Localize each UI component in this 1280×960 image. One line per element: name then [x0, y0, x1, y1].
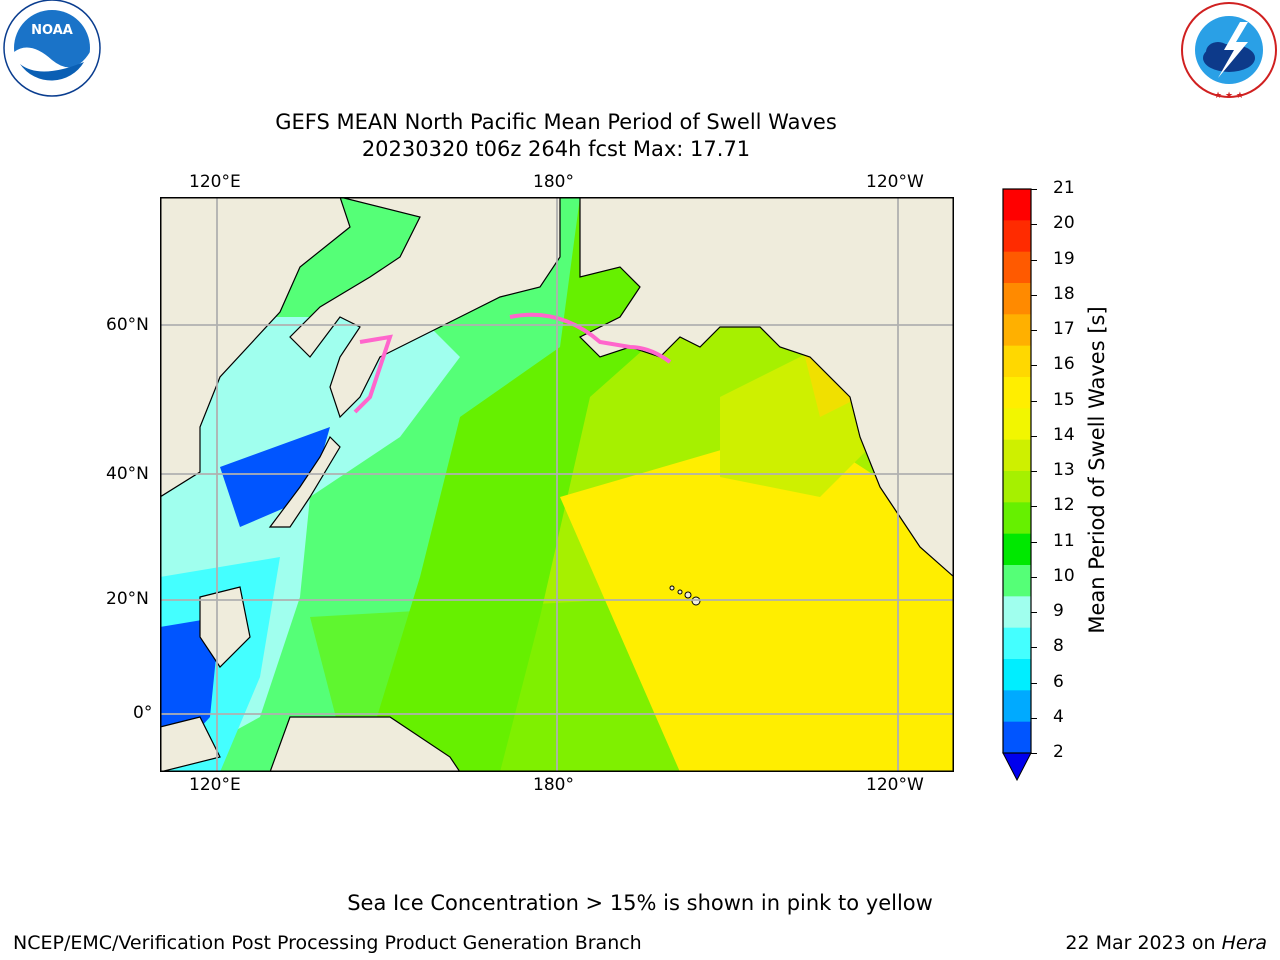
colorbar-swatch — [1003, 471, 1031, 503]
colorbar-tick-mark — [1031, 435, 1037, 437]
sea-ice-note: Sea Ice Concentration > 15% is shown in … — [347, 891, 933, 915]
colorbar — [1002, 188, 1032, 782]
colorbar-tick-label: 10 — [1053, 565, 1075, 586]
colorbar-swatch — [1003, 283, 1031, 315]
noaa-logo: NOAA — [3, 0, 101, 97]
colorbar-swatch — [1003, 439, 1031, 472]
lat-label-20n: 20°N — [106, 589, 149, 609]
credit-text: NCEP/EMC/Verification Post Processing Pr… — [13, 932, 642, 954]
colorbar-tick-mark — [1031, 647, 1037, 649]
colorbar-swatch — [1003, 627, 1031, 660]
colorbar-tick-mark — [1031, 506, 1037, 508]
colorbar-tick-mark — [1031, 330, 1037, 331]
colorbar-swatch — [1003, 251, 1031, 284]
lon-label-bottom-2: 180° — [533, 775, 574, 795]
machine-name: Hera — [1221, 932, 1267, 954]
lon-label-bottom-1: 120°E — [189, 775, 241, 795]
colorbar-tick-label: 13 — [1053, 460, 1075, 480]
lat-label-60n: 60°N — [106, 315, 149, 335]
colorbar-tick-mark — [1031, 717, 1037, 719]
lon-label-top-2: 180° — [533, 172, 574, 192]
colorbar-swatch — [1003, 408, 1031, 441]
lon-label-bottom-3: 120°W — [866, 775, 924, 795]
colorbar-swatch — [1003, 721, 1031, 754]
colorbar-swatch — [1003, 690, 1031, 723]
colorbar-label: Mean Period of Swell Waves [s] — [1085, 306, 1109, 634]
colorbar-tick-label: 18 — [1053, 283, 1075, 304]
colorbar-tick-mark — [1031, 189, 1037, 190]
colorbar-tick-mark — [1031, 682, 1037, 684]
lon-label-top-3: 120°W — [866, 172, 924, 192]
colorbar-swatch — [1003, 345, 1031, 378]
colorbar-tick-label: 16 — [1053, 354, 1075, 375]
colorbar-tick-label: 21 — [1053, 178, 1075, 198]
colorbar-swatch — [1003, 533, 1031, 566]
colorbar-tick-mark — [1031, 612, 1037, 613]
colorbar-tick-mark — [1031, 400, 1037, 402]
date-stamp: 22 Mar 2023 on Hera — [1065, 932, 1267, 954]
noaa-logo-text: NOAA — [31, 23, 73, 38]
map-frame — [160, 197, 954, 772]
colorbar-swatch — [1003, 596, 1031, 629]
date-text: 22 Mar 2023 on — [1065, 932, 1222, 954]
colorbar-swatch — [1003, 377, 1031, 409]
swell-period-map — [160, 197, 954, 772]
colorbar-tick-mark — [1031, 576, 1037, 578]
colorbar-tick-label: 17 — [1053, 319, 1075, 339]
colorbar-swatch — [1003, 565, 1031, 597]
colorbar-tick-label: 15 — [1053, 389, 1075, 410]
colorbar-tick-mark — [1031, 365, 1037, 367]
colorbar-tick-label: 8 — [1053, 636, 1064, 657]
colorbar-tick-label: 12 — [1053, 495, 1075, 516]
lon-label-top-1: 120°E — [189, 172, 241, 192]
sea-ice-okhotsk — [353, 334, 393, 414]
colorbar-tick-label: 2 — [1053, 742, 1064, 762]
chart-title: GEFS MEAN North Pacific Mean Period of S… — [275, 110, 837, 134]
colorbar-swatch — [1003, 502, 1031, 535]
colorbar-tick-mark — [1031, 294, 1037, 296]
colorbar-extend-arrow — [1002, 752, 1032, 782]
colorbar-swatch — [1003, 314, 1031, 347]
lat-label-40n: 40°N — [106, 464, 149, 484]
chart-subtitle: 20230320 t06z 264h fcst Max: 17.71 — [361, 137, 751, 161]
colorbar-tick-label: 9 — [1053, 601, 1064, 621]
colorbar-swatch — [1003, 220, 1031, 253]
colorbar-tick-label: 11 — [1053, 530, 1075, 551]
colorbar-swatches — [1003, 189, 1031, 754]
colorbar-tick-mark — [1031, 753, 1037, 754]
graticule — [160, 197, 954, 772]
colorbar-tick-mark — [1031, 471, 1037, 472]
colorbar-tick-label: 19 — [1053, 248, 1075, 269]
hawaii — [669, 585, 701, 606]
colorbar-swatch — [1003, 659, 1031, 691]
colorbar-tick-label: 4 — [1053, 706, 1064, 727]
colorbar-tick-mark — [1031, 259, 1037, 261]
colorbar-tick-label: 14 — [1053, 424, 1075, 445]
colorbar-tick-label: 6 — [1053, 671, 1064, 692]
colorbar-tick-label: 20 — [1053, 213, 1075, 234]
svg-text:★ ★ ★: ★ ★ ★ — [1214, 91, 1244, 100]
sea-ice-bering — [509, 312, 672, 364]
colorbar-swatch — [1003, 189, 1031, 221]
colorbar-tick-mark — [1031, 224, 1037, 226]
land — [160, 197, 954, 772]
lat-label-0: 0° — [133, 703, 153, 723]
colorbar-tick-mark — [1031, 541, 1037, 543]
nws-logo: ★ ★ ★ — [1181, 2, 1277, 100]
